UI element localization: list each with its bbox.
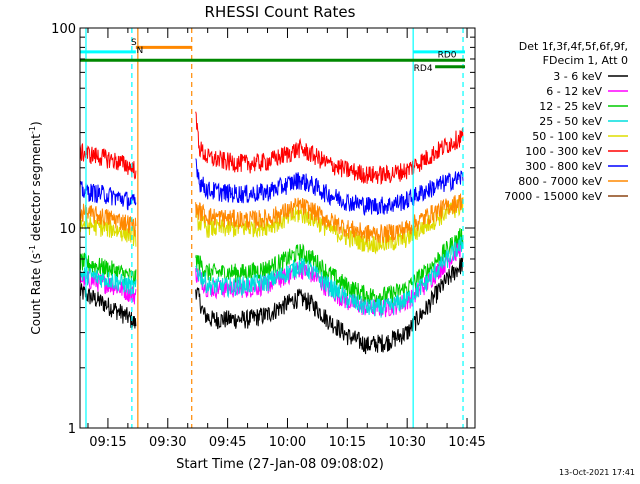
series-line-pre: [79, 271, 137, 305]
legend: Det 1f,3f,4f,5f,6f,9f, FDecim 1, Att 0 3…: [504, 40, 628, 203]
series-line-pre: [79, 252, 137, 285]
x-tick-label: 09:30: [149, 435, 186, 450]
legend-label: 100 - 300 keV: [525, 145, 602, 158]
legend-label: 300 - 800 keV: [525, 160, 602, 173]
series-100-300-kev: [79, 111, 464, 186]
y-axis-label-superscript: -1: [28, 126, 37, 134]
legend-label: 6 - 12 keV: [546, 85, 602, 98]
y-axis-label-base: Count Rate (s: [29, 253, 43, 335]
series-line-post: [195, 236, 464, 318]
y-axis-label-superscript: -1: [28, 245, 37, 253]
series-line-post: [195, 111, 464, 186]
legend-label: 3 - 6 keV: [553, 70, 602, 83]
x-tick-label: 10:30: [388, 435, 425, 450]
series-300-800-kev: [79, 158, 464, 217]
state-bar-label: RD4: [414, 64, 433, 74]
axes-layer: 1 10 100 09:15 09:30 09:45 10:00 10:15 10:30 10:4…: [51, 22, 486, 450]
y-axis-label-middle: detector segment: [29, 134, 43, 245]
footer-date: 13-Oct-2021 17:41: [559, 468, 635, 477]
legend-label: 25 - 50 keV: [539, 115, 602, 128]
legend-entry-100-300-kev: 100 - 300 keV: [525, 145, 628, 158]
series-12-25-kev: [79, 228, 464, 306]
x-tick-label: 10:15: [329, 435, 366, 450]
legend-entry-12-25-kev: 12 - 25 keV: [539, 100, 628, 113]
series-line-pre: [79, 143, 137, 180]
legend-entry-25-50-kev: 25 - 50 keV: [539, 115, 628, 128]
legend-label: 12 - 25 keV: [539, 100, 602, 113]
series-25-50-kev: [79, 236, 464, 318]
legend-label: 800 - 7000 keV: [518, 175, 602, 188]
series-3-6-kev: [79, 254, 464, 355]
series-line-post: [195, 158, 464, 217]
legend-header-line-1: Det 1f,3f,4f,5f,6f,9f,: [519, 40, 628, 53]
legend-label: 50 - 100 keV: [532, 130, 602, 143]
chart-title: RHESSI Count Rates: [205, 3, 356, 21]
legend-header-line-2: FDecim 1, Att 0: [543, 54, 628, 67]
series-line-pre: [79, 283, 137, 329]
series-line-post: [195, 228, 464, 306]
data-layer: SN RD0 RD4: [79, 28, 466, 428]
series-800-7000-kev: [79, 193, 464, 244]
series-line-pre: [79, 266, 137, 296]
state-bar-label: N: [136, 46, 143, 56]
y-tick-label: 10: [59, 222, 76, 237]
series-line-pre: [79, 203, 137, 238]
x-tick-label: 09:45: [209, 435, 246, 450]
legend-entry-50-100-kev: 50 - 100 keV: [532, 130, 628, 143]
series-line-post: [195, 193, 464, 244]
legend-entry-6-12-kev: 6 - 12 keV: [546, 85, 628, 98]
series-line-pre: [79, 181, 137, 211]
x-tick-label: 10:45: [448, 435, 485, 450]
state-bar-label: S: [131, 38, 137, 48]
x-tick-label: 10:00: [269, 435, 306, 450]
legend-entry-7000-15000-kev: 7000 - 15000 keV: [504, 190, 628, 203]
x-axis-label: Start Time (27-Jan-08 09:08:02): [176, 457, 384, 472]
legend-entry-3-6-kev: 3 - 6 keV: [553, 70, 628, 83]
y-tick-label: 1: [68, 422, 76, 437]
legend-entry-300-800-kev: 300 - 800 keV: [525, 160, 628, 173]
y-tick-label: 100: [51, 22, 76, 37]
legend-entry-800-7000-kev: 800 - 7000 keV: [518, 175, 628, 188]
y-axis-label: Count Rate (s-1 detector segment-1): [28, 121, 43, 334]
legend-entries: 3 - 6 keV 6 - 12 keV 12 - 25 keV 25 - 50 ke…: [504, 70, 628, 203]
legend-label: 7000 - 15000 keV: [504, 190, 602, 203]
y-axis-label-close: ): [29, 121, 43, 126]
x-tick-label: 09:15: [89, 435, 126, 450]
state-bar-label: RD0: [438, 51, 457, 61]
series-line-post: [195, 254, 464, 355]
